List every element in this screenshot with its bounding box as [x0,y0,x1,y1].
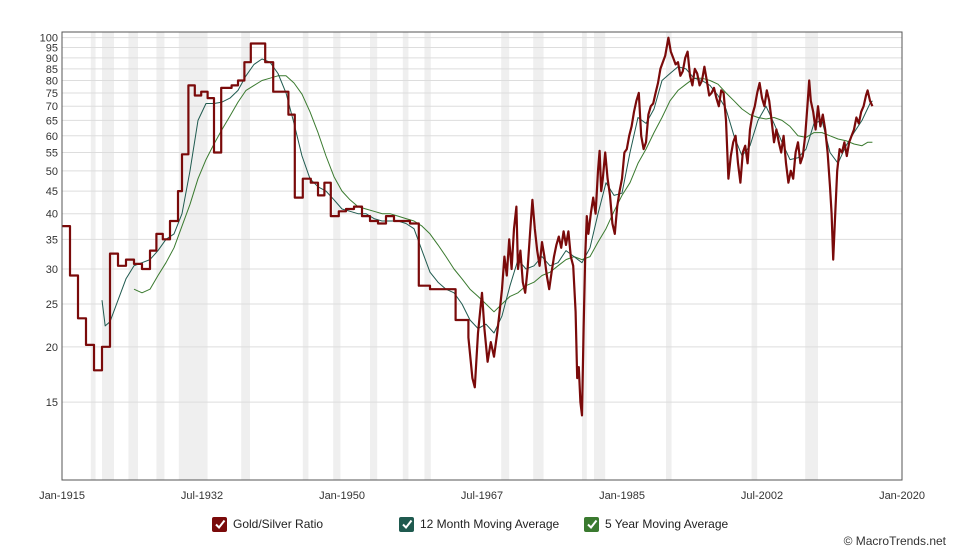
y-tick-label: 75 [46,88,58,100]
recession-band [594,32,606,480]
y-tick-label: 100 [40,33,58,45]
recession-band [402,32,409,480]
checkbox-checked-icon[interactable] [399,516,414,532]
y-tick-label: 60 [46,131,58,143]
recession-band [90,32,96,480]
legend-label-gold-silver-ratio: Gold/Silver Ratio [233,517,324,531]
checkbox-checked-icon[interactable] [212,516,227,532]
x-tick-label: Jan-1985 [599,490,645,502]
series-line-gold-silver-ratio [62,36,874,417]
y-tick-label: 30 [46,264,58,276]
y-tick-label: 15 [46,397,58,409]
y-tick-label: 55 [46,148,58,160]
legend-label-12-month-ma: 12 Month Moving Average [420,517,560,531]
recession-band [102,32,114,480]
x-tick-label: Jul-2002 [741,490,783,502]
x-tick-label: Jan-2020 [879,490,925,502]
source-credit: © MacroTrends.net [843,534,946,548]
series-line-12-month-ma [101,58,873,334]
recession-band [128,32,138,480]
y-tick-label: 70 [46,101,58,113]
y-tick-label: 65 [46,115,58,127]
y-tick-label: 90 [46,53,58,65]
y-tick-label: 95 [46,43,58,55]
y-tick-label: 45 [46,186,58,198]
recession-bands [90,32,818,480]
recession-band [156,32,165,480]
x-tick-labels: Jan-1915 Jul-1932 Jan-1950 Jul-1967 Jan-1985… [39,490,925,502]
y-tick-label: 50 [46,166,58,178]
recession-band [302,32,309,480]
x-tick-label: Jul-1932 [181,490,223,502]
grid-lines [62,37,902,403]
y-tick-label: 80 [46,76,58,88]
recession-band [751,32,758,480]
legend-label-5-year-ma: 5 Year Moving Average [605,517,729,531]
recession-band [333,32,341,480]
x-tick-label: Jul-1967 [461,490,503,502]
recession-band [241,32,250,480]
recession-band [178,32,208,480]
legend-item-5-year-ma[interactable]: 5 Year Moving Average [584,514,728,534]
y-tick-label: 25 [46,299,58,311]
y-tick-label: 85 [46,64,58,76]
series-lines [62,36,874,417]
y-tick-label: 20 [46,342,58,354]
legend-item-12-month-ma[interactable]: 12 Month Moving Average [399,514,559,534]
recession-band [424,32,431,480]
recession-band [370,32,378,480]
legend-item-gold-silver-ratio[interactable]: Gold/Silver Ratio [212,514,323,534]
y-tick-label: 40 [46,209,58,221]
plot-frame [61,31,903,481]
recession-band [666,32,672,480]
x-tick-label: Jan-1915 [39,490,85,502]
recession-band [805,32,818,480]
y-tick-label: 35 [46,234,58,246]
axes [61,31,903,481]
x-tick-label: Jan-1950 [319,490,365,502]
checkbox-checked-icon[interactable] [584,516,599,532]
